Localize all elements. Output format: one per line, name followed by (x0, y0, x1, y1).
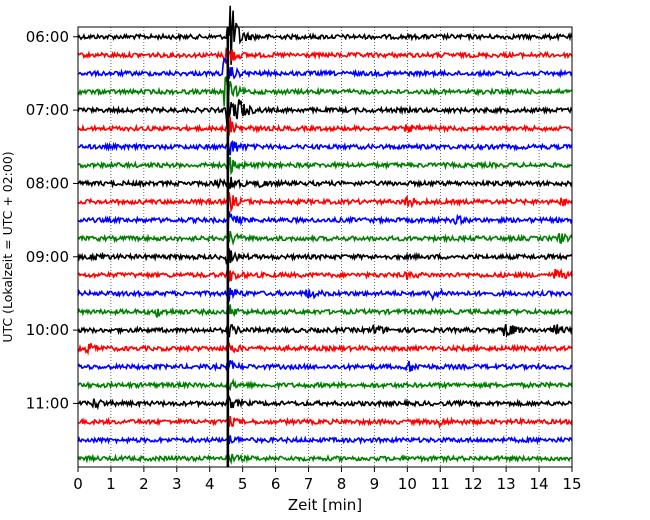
x-tick-label: 11 (431, 475, 450, 493)
trace-line (77, 435, 573, 446)
x-tick-label: 7 (304, 475, 314, 493)
y-tick-label: 11:00 (26, 394, 69, 412)
trace-line (77, 139, 573, 156)
x-axis-title: Zeit [min] (288, 496, 362, 514)
y-tick-label: 08:00 (26, 174, 69, 192)
trace-line (77, 92, 573, 128)
trace-line (77, 75, 573, 107)
x-tick-label: 5 (238, 475, 248, 493)
trace-line (78, 57, 573, 80)
trace-line (77, 323, 573, 338)
y-tick-label: 07:00 (26, 101, 69, 119)
x-tick-label: 0 (73, 475, 83, 493)
x-tick-label: 1 (106, 475, 116, 493)
y-axis-title: UTC (Lokalzeit = UTC + 02:00) (0, 151, 15, 342)
trace-line (77, 211, 573, 227)
x-tick-label: 2 (139, 475, 149, 493)
x-tick-label: 13 (497, 475, 516, 493)
trace-line (77, 248, 573, 265)
trace-line (77, 268, 573, 282)
trace-line (77, 377, 573, 391)
traces (77, 5, 573, 465)
x-tick-label: 4 (205, 475, 215, 493)
trace-line (77, 5, 573, 65)
x-tick-label: 12 (464, 475, 483, 493)
y-axis-ticks: 06:00 07:00 08:00 09:00 10:00 11:00 (26, 28, 78, 412)
y-tick-label: 06:00 (26, 28, 69, 46)
x-tick-label: 8 (337, 475, 347, 493)
plot-frame (77, 26, 573, 468)
trace-line (77, 304, 573, 318)
trace-line (77, 156, 573, 176)
x-tick-label: 9 (370, 475, 380, 493)
trace-line (77, 231, 573, 247)
grid-lines (110, 27, 540, 467)
y-tick-label: 09:00 (26, 248, 69, 266)
trace-line (77, 47, 573, 65)
trace-line (77, 287, 573, 302)
trace-line (77, 453, 573, 465)
trace-line (77, 359, 573, 373)
x-tick-label: 10 (398, 475, 417, 493)
x-tick-label: 14 (530, 475, 549, 493)
x-tick-label: 15 (562, 475, 581, 493)
trace-line (77, 341, 573, 356)
x-tick-label: 3 (172, 475, 182, 493)
y-tick-label: 10:00 (26, 321, 69, 339)
x-axis-ticks: 0 1 2 3 4 5 6 7 8 9 10 11 12 13 14 15 (73, 467, 582, 493)
trace-line (77, 176, 573, 191)
trace-line (77, 116, 572, 138)
trace-line (77, 192, 573, 213)
trace-line (77, 415, 573, 429)
trace-line (77, 395, 573, 411)
x-tick-label: 6 (271, 475, 281, 493)
